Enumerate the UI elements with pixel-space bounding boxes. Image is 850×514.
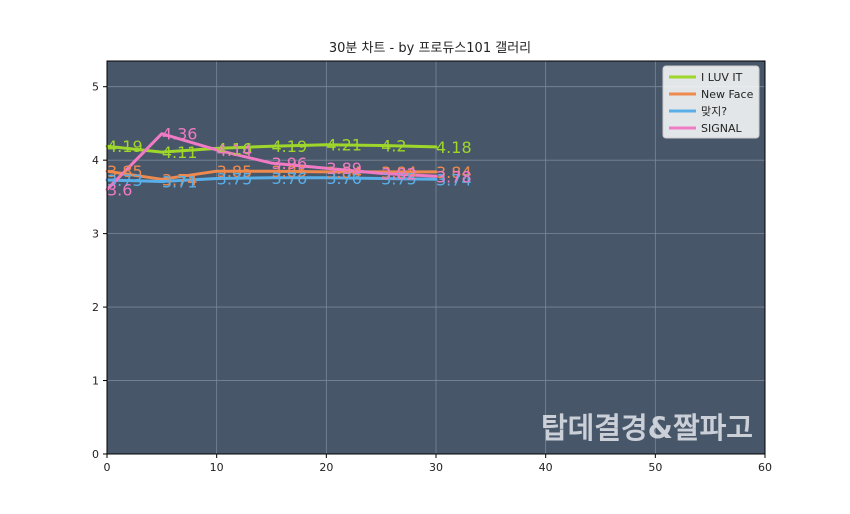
y-tick-label: 0 <box>92 448 99 461</box>
data-label: 4.36 <box>162 125 198 144</box>
x-tick-label: 30 <box>429 461 443 474</box>
data-label: 4.11 <box>162 143 198 162</box>
data-label: 4.2 <box>381 136 406 155</box>
data-label: 4.14 <box>217 141 253 160</box>
data-label: 4.21 <box>326 136 362 155</box>
data-label: 4.19 <box>272 137 308 156</box>
x-tick-label: 0 <box>104 461 111 474</box>
data-label: 3.84 <box>436 163 472 182</box>
y-tick-label: 2 <box>92 301 99 314</box>
y-tick-label: 4 <box>92 154 99 167</box>
data-label: 3.84 <box>326 163 362 182</box>
data-label: 3.89 <box>326 159 362 178</box>
data-label: 3.82 <box>381 164 417 183</box>
data-label: 3.76 <box>272 169 308 188</box>
data-label: 4.18 <box>436 138 472 157</box>
data-label: 3.76 <box>326 169 362 188</box>
x-tick-label: 20 <box>319 461 333 474</box>
data-label: 3.6 <box>107 181 132 200</box>
legend-label: I LUV IT <box>701 71 743 84</box>
x-tick-label: 50 <box>648 461 662 474</box>
data-label: 3.71 <box>162 172 198 191</box>
y-tick-label: 3 <box>92 228 99 241</box>
y-tick-label: 5 <box>92 81 99 94</box>
data-label: 3.74 <box>162 170 198 189</box>
chart-title: 30분 차트 - by 프로듀스101 갤러리 <box>329 41 531 56</box>
data-label: 3.85 <box>272 162 308 181</box>
data-label: 3.73 <box>107 171 143 190</box>
series-line-0 <box>105 143 438 154</box>
x-tick-label: 60 <box>758 461 772 474</box>
data-label: 4.16 <box>217 139 253 158</box>
series-lines <box>105 132 438 192</box>
watermark-text: 탑데결경&짤파고 <box>541 411 753 445</box>
data-label: 3.85 <box>107 162 143 181</box>
data-label: 3.84 <box>381 163 417 182</box>
y-tick-label: 1 <box>92 375 99 388</box>
data-label: 3.85 <box>217 162 253 181</box>
axes: 0 10 20 30 40 50 60 0 1 2 3 4 5 <box>92 60 772 474</box>
legend-label: 맞지? <box>701 105 727 118</box>
data-label: 3.78 <box>436 167 472 186</box>
legend-label: New Face <box>701 88 754 101</box>
data-label: 3.75 <box>217 170 253 189</box>
series-line-3 <box>105 132 438 192</box>
legend-label: SIGNAL <box>701 122 743 135</box>
x-tick-label: 10 <box>210 461 224 474</box>
data-labels: 4.19 4.11 4.16 4.19 4.21 4.2 4.183.85 3.74 3.85 3… <box>107 125 472 200</box>
data-label: 3.96 <box>272 154 308 173</box>
series-line-2 <box>105 176 438 183</box>
x-tick-label: 40 <box>539 461 553 474</box>
data-label: 4.19 <box>107 137 143 156</box>
legend: I LUV IT New Face 맞지? SIGNAL <box>662 65 760 139</box>
data-label: 3.74 <box>436 170 472 189</box>
legend-box <box>662 65 760 139</box>
data-label: 3.75 <box>381 170 417 189</box>
